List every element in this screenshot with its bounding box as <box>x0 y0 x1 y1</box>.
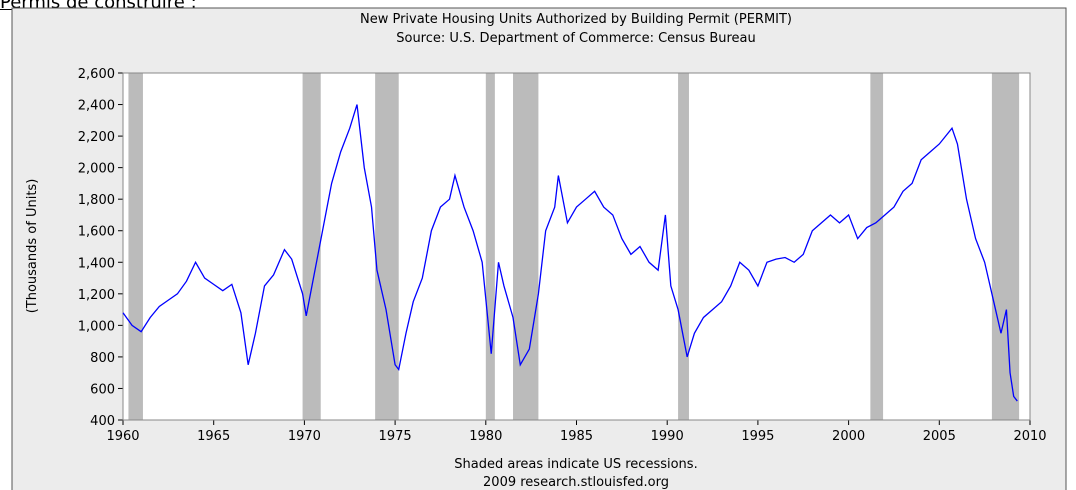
plot-frame <box>122 72 1031 421</box>
y-tick-label: 1,600 <box>78 225 115 240</box>
recession-band <box>302 73 321 420</box>
y-tick-label: 600 <box>90 382 115 397</box>
recession-band <box>513 73 539 420</box>
x-tick-label: 1980 <box>469 429 502 444</box>
x-tick-label: 1970 <box>288 429 321 444</box>
y-tick-label: 2,000 <box>78 162 115 177</box>
x-tick-label: 2005 <box>923 429 956 444</box>
y-tick-label: 1,400 <box>78 256 115 271</box>
x-tick-label: 1985 <box>560 429 593 444</box>
footer: Shaded areas indicate US recessions. <box>454 457 697 472</box>
chart-subtitle: Source: U.S. Department of Commerce: Cen… <box>396 31 756 46</box>
x-tick-label: 1965 <box>197 429 230 444</box>
data-line <box>122 104 1018 402</box>
recession-band <box>485 73 495 420</box>
x-tick-label: 1960 <box>106 429 139 444</box>
recession-band <box>375 73 399 420</box>
x-tick-label: 2010 <box>1013 429 1046 444</box>
y-tick-label: 1,200 <box>78 288 115 303</box>
y-tick-label: 2,200 <box>78 130 115 145</box>
x-tick-label: 1995 <box>741 429 774 444</box>
recession-band <box>678 73 689 420</box>
x-tick-label: 1990 <box>651 429 684 444</box>
y-tick-label: 1,000 <box>78 319 115 334</box>
chart-title: New Private Housing Units Authorized by … <box>360 12 792 27</box>
x-tick-label: 2000 <box>832 429 865 444</box>
y-tick-label: 400 <box>90 414 115 429</box>
recession-band <box>991 73 1020 420</box>
recession-band <box>870 73 884 420</box>
y-tick-label: 800 <box>90 351 115 366</box>
y-tick-label: 2,400 <box>78 99 115 114</box>
y-axis-label: (Thousands of Units) <box>25 179 40 314</box>
recession-band <box>128 73 143 420</box>
footer: 2009 research.stlouisfed.org <box>483 475 669 490</box>
x-tick-label: 1975 <box>379 429 412 444</box>
y-tick-label: 2,600 <box>78 67 115 82</box>
plot-area <box>123 73 1030 420</box>
y-tick-label: 1,800 <box>78 193 115 208</box>
